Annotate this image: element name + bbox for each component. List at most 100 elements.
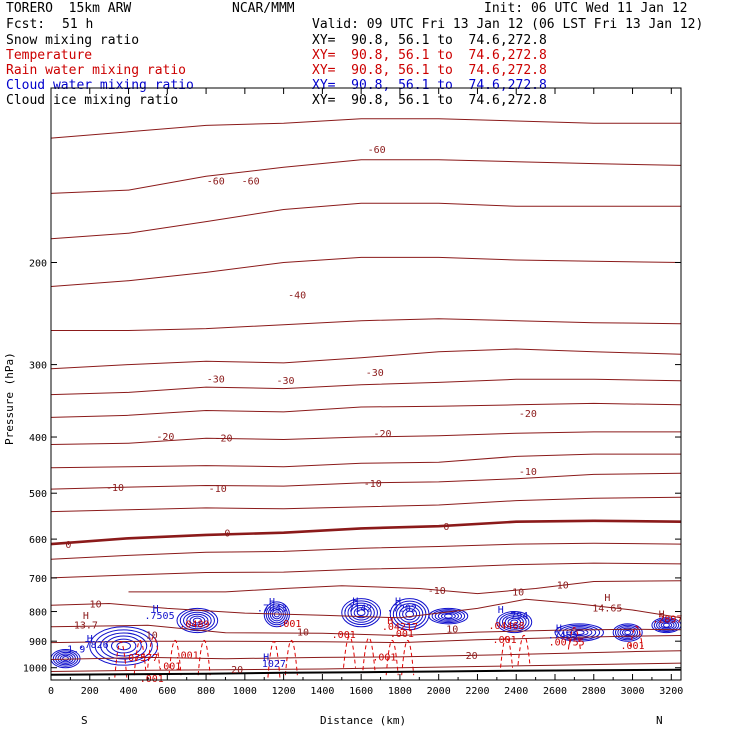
isotherm-label: -10 bbox=[209, 484, 227, 495]
cloud-water-contour bbox=[619, 627, 636, 638]
rain-contour bbox=[401, 639, 415, 676]
cloud-water-contour bbox=[399, 605, 421, 623]
cloud-water-contour bbox=[405, 610, 414, 618]
isotherm bbox=[50, 598, 682, 619]
extremum-label: H bbox=[387, 616, 393, 627]
field-name: Snow mixing ratio bbox=[6, 33, 140, 48]
model-name: TORERO 15km ARW bbox=[6, 1, 132, 16]
isotherm-label: -10 bbox=[364, 479, 382, 490]
cloud-water-contour bbox=[353, 607, 369, 619]
x-tick-label: 2600 bbox=[543, 686, 567, 697]
cloud-water-contour bbox=[507, 617, 522, 627]
extremum-label: .2897 bbox=[652, 614, 682, 625]
x-tick-label: 2400 bbox=[504, 686, 528, 697]
rain-contour bbox=[500, 636, 514, 668]
extremum-label: H bbox=[269, 597, 275, 608]
x-tick-label: 2800 bbox=[582, 686, 606, 697]
x-tick-label: 200 bbox=[81, 686, 99, 697]
y-tick-label: 300 bbox=[29, 361, 47, 372]
x-tick-label: 1200 bbox=[272, 686, 296, 697]
x-tick-label: 3000 bbox=[620, 686, 644, 697]
isotherm bbox=[128, 580, 682, 595]
isotherm-label: -30 bbox=[207, 374, 225, 385]
cloud-water-contour bbox=[656, 619, 677, 631]
isotherm-label: 10 bbox=[297, 628, 309, 639]
forecast-hours: 51 h bbox=[62, 17, 94, 32]
y-tick-label: 800 bbox=[29, 608, 47, 619]
cloud-water-contour bbox=[663, 622, 670, 628]
field-name: Cloud water mixing ratio bbox=[6, 78, 194, 93]
extremum-label: H bbox=[83, 611, 89, 622]
x-tick-label: 1400 bbox=[310, 686, 334, 697]
field-name: Rain water mixing ratio bbox=[6, 63, 187, 78]
isotherm-label: 10 bbox=[557, 581, 569, 592]
extremum-label: .04217 bbox=[382, 622, 418, 633]
field-coordinates: XY= 90.8, 56.1 to 74.6,272.8 bbox=[312, 78, 547, 93]
extremum-label: .001 bbox=[620, 641, 644, 652]
y-axis-label: Pressure (hPa) bbox=[3, 352, 16, 445]
cloud-water-contour bbox=[434, 610, 463, 622]
y-tick-label: 700 bbox=[29, 574, 47, 585]
isotherm bbox=[50, 202, 681, 240]
cloud-water-contour bbox=[617, 626, 639, 639]
isotherm bbox=[50, 542, 682, 560]
isotherm bbox=[50, 650, 682, 660]
isotherm bbox=[50, 118, 681, 139]
extremum-label: H bbox=[153, 604, 159, 615]
forecast-label: Fcst: bbox=[6, 17, 46, 32]
extremum-label: H bbox=[87, 634, 93, 645]
cloud-water-contour bbox=[176, 607, 219, 634]
isotherm bbox=[50, 472, 682, 490]
rain-contour bbox=[133, 639, 147, 676]
cloud-water-contour bbox=[501, 614, 527, 630]
isotherm bbox=[50, 402, 682, 418]
isotherm-label: 20 bbox=[231, 665, 243, 676]
extremum-label: 13.7 bbox=[74, 620, 98, 631]
extremum-label: .7043 bbox=[257, 603, 287, 614]
x-tick-label: 800 bbox=[197, 686, 215, 697]
extremum-label: H bbox=[604, 593, 610, 604]
y-tick-label: 900 bbox=[29, 637, 47, 648]
extremum-label: H bbox=[498, 605, 504, 616]
cloud-water-contour bbox=[341, 598, 382, 628]
field-coordinates: XY= 90.8, 56.1 to 74.6,272.8 bbox=[312, 93, 547, 108]
isotherm bbox=[50, 256, 682, 287]
rain-layer bbox=[114, 625, 643, 678]
field-coordinates: XY= 90.8, 56.1 to 74.6,272.8 bbox=[312, 48, 547, 63]
isotherm-label: -10 bbox=[106, 483, 124, 494]
isotherm-label: -10 bbox=[428, 586, 446, 597]
cloud-water-contour bbox=[350, 604, 372, 621]
cloud-water-contour bbox=[510, 619, 519, 625]
cloud-water-contour bbox=[573, 630, 585, 636]
cloud-water-contour bbox=[653, 618, 680, 632]
extremum-label: H bbox=[352, 596, 358, 607]
extremum-label: H bbox=[395, 596, 401, 607]
x-tick-label: 2000 bbox=[427, 686, 451, 697]
x-axis-label: Distance (km) bbox=[320, 714, 406, 727]
y-tick-label: 400 bbox=[29, 433, 47, 444]
x-tick-label: 1000 bbox=[233, 686, 257, 697]
extremum-label: .04468 bbox=[488, 621, 524, 632]
extremum-label: 1.9 bbox=[67, 644, 85, 655]
isotherm-label: 10 bbox=[446, 625, 458, 636]
extremum-label: .001 bbox=[332, 630, 356, 641]
cloud-water-contour bbox=[94, 629, 153, 663]
cloud-water-contour bbox=[570, 628, 589, 637]
extremum-label: H bbox=[556, 623, 562, 634]
cloud-water-contour bbox=[356, 609, 366, 617]
isotherm-label: -20 bbox=[373, 429, 391, 440]
extremum-label: .001 bbox=[372, 652, 396, 663]
cloud-water-contour bbox=[504, 616, 524, 629]
rain-contour bbox=[267, 641, 281, 678]
isotherm bbox=[50, 348, 682, 370]
isotherm-label: 10 bbox=[512, 588, 524, 599]
extremum-label: .001 bbox=[175, 650, 199, 661]
cloud-water-contour bbox=[62, 656, 69, 662]
extremum-label: .001 bbox=[157, 661, 181, 672]
cloud-water-contour bbox=[431, 609, 466, 624]
terrain-layer bbox=[50, 668, 682, 676]
center-name: NCAR/MMM bbox=[232, 1, 295, 16]
cloud-water-contour bbox=[183, 611, 212, 630]
y-tick-label: 500 bbox=[29, 489, 47, 500]
